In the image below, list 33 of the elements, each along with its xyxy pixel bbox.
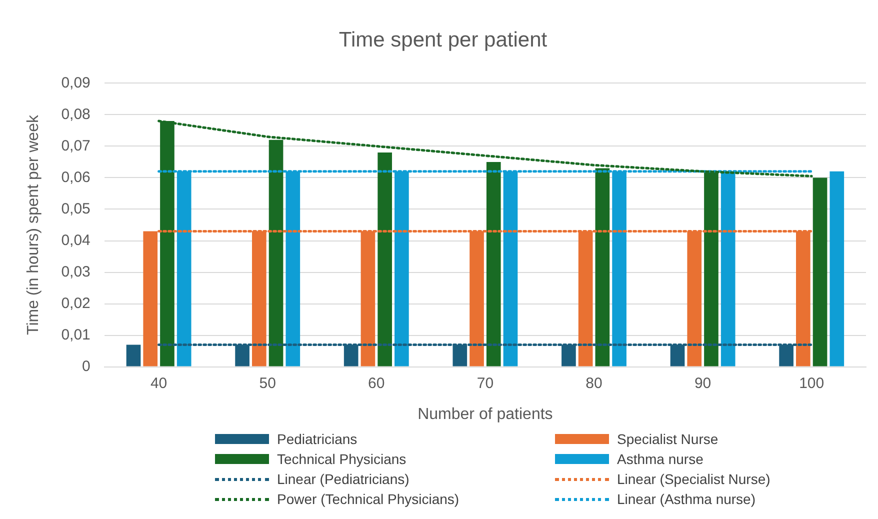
x-tick-label: 100 bbox=[799, 374, 824, 392]
bar bbox=[830, 171, 844, 366]
x-axis-title: Number of patients bbox=[418, 406, 553, 423]
y-tick-label: 0,01 bbox=[61, 326, 90, 344]
y-tick-label: 0,09 bbox=[61, 74, 90, 92]
y-tick-label: 0,08 bbox=[61, 106, 90, 123]
y-tick-label: 0,02 bbox=[61, 294, 90, 312]
bar bbox=[378, 152, 392, 366]
y-tick-label: 0 bbox=[82, 358, 90, 375]
legend-label: Linear (Specialist Nurse) bbox=[617, 471, 770, 487]
bar bbox=[812, 178, 828, 366]
legend-label: Linear (Pediatricians) bbox=[277, 471, 410, 487]
legend-label: Linear (Asthma nurse) bbox=[617, 491, 756, 507]
legend-label: Asthma nurse bbox=[617, 451, 704, 467]
bar bbox=[486, 162, 501, 366]
y-tick-label: 0,04 bbox=[61, 232, 90, 249]
x-tick-label: 50 bbox=[259, 374, 276, 392]
y-tick-label: 0,05 bbox=[61, 200, 90, 218]
y-axis-title: Time (in hours) spent per week bbox=[25, 114, 42, 335]
y-tick-label: 0,07 bbox=[61, 137, 90, 154]
x-tick-label: 90 bbox=[694, 374, 712, 392]
x-tick-label: 60 bbox=[368, 374, 385, 392]
x-tick-label: 40 bbox=[150, 374, 168, 392]
bar bbox=[126, 344, 141, 366]
y-tick-label: 0,03 bbox=[61, 263, 90, 280]
y-tick-label: 0,06 bbox=[61, 168, 90, 186]
chart-title: Time spent per patient bbox=[338, 28, 548, 52]
x-tick-label: 80 bbox=[586, 374, 602, 392]
x-tick-label: 70 bbox=[476, 374, 494, 392]
legend-label: Technical Physicians bbox=[277, 451, 406, 467]
legend-label: Pediatricians bbox=[277, 431, 358, 447]
legend-label: Power (Technical Physicians) bbox=[277, 491, 460, 507]
legend-label: Specialist Nurse bbox=[617, 431, 718, 447]
